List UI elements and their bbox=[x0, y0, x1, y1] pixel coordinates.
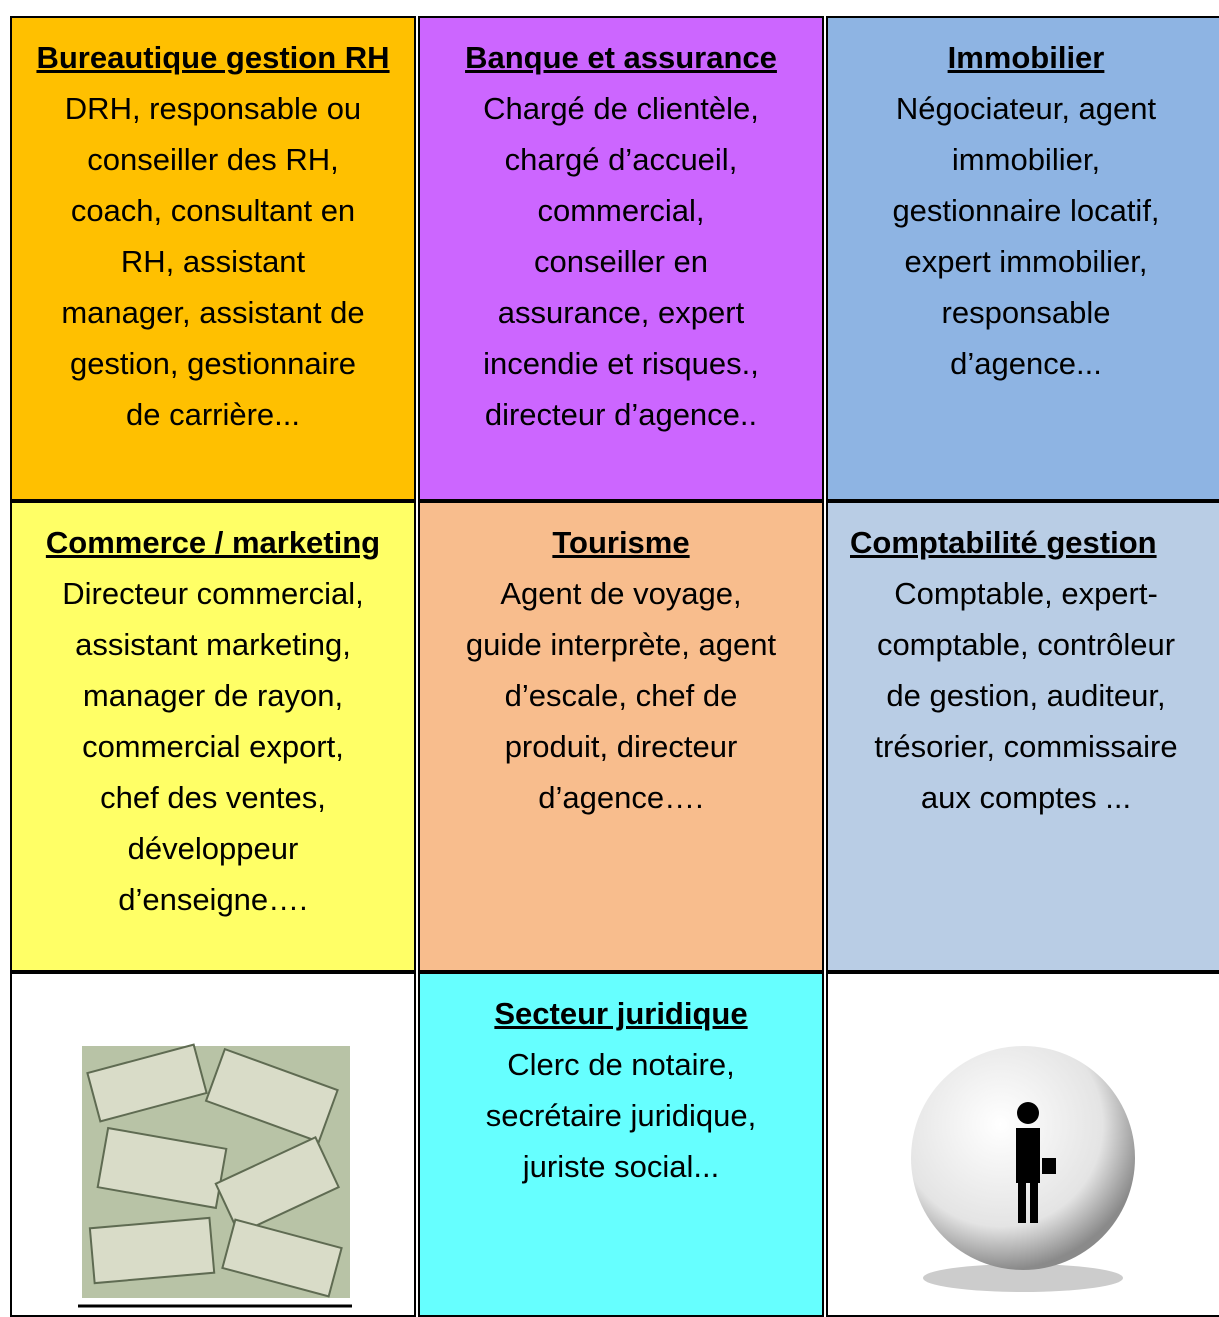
cell-text: Négociateur, agent bbox=[895, 91, 1157, 126]
cell-title: Tourisme bbox=[552, 525, 690, 560]
cell-text: gestion, gestionnaire bbox=[69, 346, 357, 381]
cell-text: d’enseigne…. bbox=[118, 882, 308, 917]
cell-text: secrétaire juridique, bbox=[485, 1098, 757, 1133]
cell-text: expert immobilier, bbox=[904, 244, 1148, 279]
cell: Bureautique gestion RH DRH, responsable o… bbox=[10, 16, 416, 501]
cell-text: de gestion, auditeur, bbox=[886, 678, 1166, 713]
cell-text: assurance, expert bbox=[497, 295, 745, 330]
cell-text: RH, assistant bbox=[120, 244, 306, 279]
cell-text: incendie et risques., bbox=[483, 346, 759, 381]
cell-text: manager de rayon, bbox=[82, 678, 344, 713]
cell-text: Agent de voyage, bbox=[500, 576, 742, 611]
cell: Comptabilité gestion Comptable, expert-co… bbox=[826, 501, 1219, 972]
cell: Tourisme Agent de voyage, guide interprète… bbox=[418, 501, 824, 972]
cell-title: Banque et assurance bbox=[465, 40, 777, 75]
cell-text: directeur d’agence.. bbox=[484, 397, 758, 432]
cell-text: aux comptes ... bbox=[920, 780, 1132, 815]
cell-text: conseiller en bbox=[533, 244, 709, 279]
cell-text: chargé d’accueil, bbox=[504, 142, 738, 177]
cell-text: d’agence... bbox=[950, 346, 1102, 381]
cell-text: responsable bbox=[941, 295, 1111, 330]
cell: Commerce / marketing Directeur commercial… bbox=[10, 501, 416, 972]
money-image bbox=[78, 1043, 352, 1308]
cell-text: produit, directeur bbox=[504, 729, 738, 764]
cell-text: assistant marketing, bbox=[75, 627, 351, 662]
cell-title: Secteur juridique bbox=[494, 996, 748, 1031]
cell-text: de carrière... bbox=[125, 397, 300, 432]
cell: Banque et assurance Chargé de clientèle, c… bbox=[418, 16, 824, 501]
cell-text: manager, assistant de bbox=[61, 295, 365, 330]
image-cell bbox=[826, 972, 1219, 1317]
cell-text: comptable, contrôleur bbox=[876, 627, 1176, 662]
cell-text: chef des ventes, bbox=[100, 780, 326, 815]
cell-text: guide interprète, agent bbox=[465, 627, 777, 662]
cell: Secteur juridique Clerc de notaire, secrét… bbox=[418, 972, 824, 1317]
cell: Immobilier Négociateur, agent immobilier, g… bbox=[826, 16, 1219, 501]
cell-title: Immobilier bbox=[947, 40, 1105, 75]
cell-text: Chargé de clientèle, bbox=[483, 91, 759, 126]
image-cell bbox=[10, 972, 416, 1317]
cell-text: d’agence…. bbox=[538, 780, 704, 815]
cell-title: Commerce / marketing bbox=[45, 525, 381, 560]
cell-text: Clerc de notaire, bbox=[507, 1047, 735, 1082]
cell-text: commercial, bbox=[537, 193, 705, 228]
cell-text: Comptable, expert- bbox=[894, 576, 1158, 611]
cell-text: DRH, responsable ou bbox=[64, 91, 362, 126]
cell-text: trésorier, commissaire bbox=[874, 729, 1178, 764]
cell-title: Comptabilité gestion bbox=[850, 525, 1157, 560]
cell-text: immobilier, bbox=[951, 142, 1101, 177]
cell-text: coach, consultant en bbox=[70, 193, 356, 228]
cell-text: d’escale, chef de bbox=[504, 678, 738, 713]
cell-title: Bureautique gestion RH bbox=[36, 40, 390, 75]
cell-text: conseiller des RH, bbox=[87, 142, 339, 177]
cell-text: juriste social... bbox=[522, 1149, 720, 1184]
globe-image bbox=[911, 1046, 1135, 1292]
cell-text: gestionnaire locatif, bbox=[892, 193, 1160, 228]
cell-text: Directeur commercial, bbox=[62, 576, 364, 611]
cell-text: développeur bbox=[127, 831, 299, 866]
cell-text: commercial export, bbox=[82, 729, 344, 764]
